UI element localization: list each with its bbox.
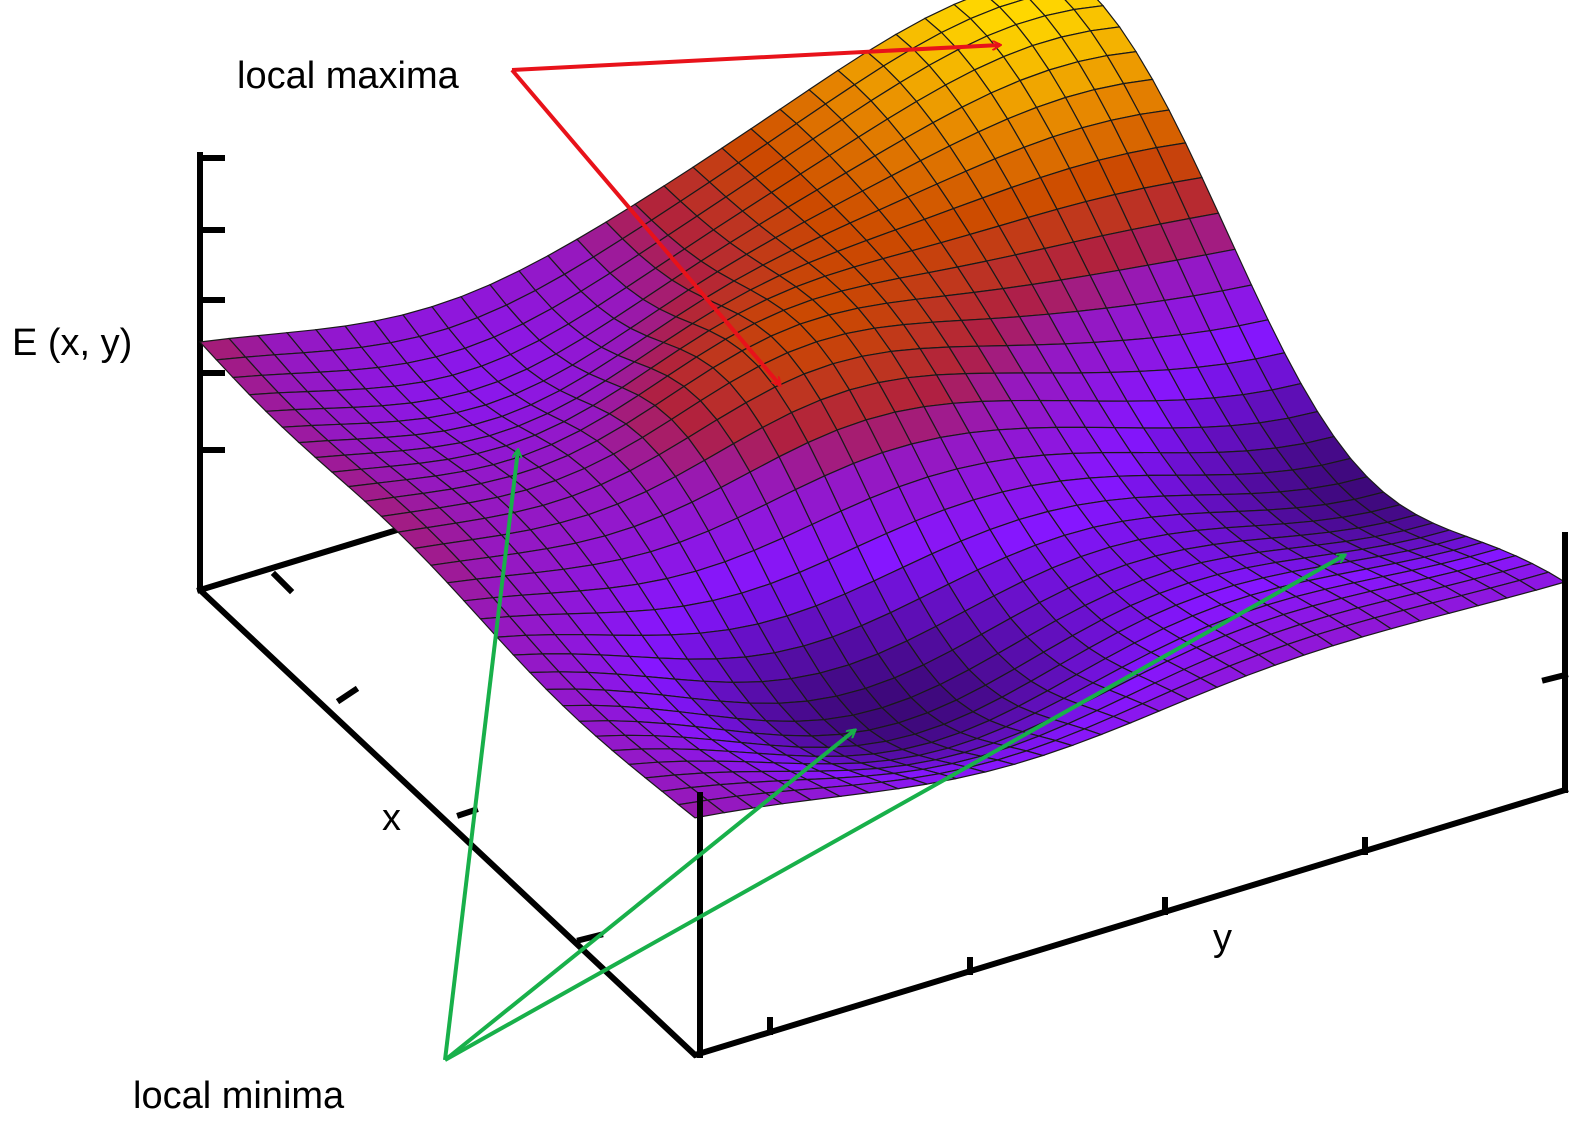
- surface: [198, 0, 1567, 819]
- y-ticks: [767, 837, 1368, 1035]
- y-axis-label: y: [1213, 917, 1232, 959]
- z-ticks: [197, 155, 225, 453]
- front-edges: [697, 532, 1569, 1058]
- maxima-label: local maxima: [237, 55, 460, 97]
- x-ticks: [270, 570, 604, 944]
- minima-arrow: [443, 450, 518, 1061]
- minima-label: local minima: [133, 1075, 345, 1117]
- x-axis-label: x: [382, 797, 401, 839]
- minima-arrow: [443, 730, 855, 1062]
- maxima-arrow: [510, 68, 780, 385]
- right-edge: [1541, 532, 1569, 793]
- z-axis-label: E (x, y): [12, 322, 132, 364]
- minima-arrow: [444, 553, 1345, 1062]
- annotations: [443, 45, 1345, 1062]
- maxima-arrow: [511, 45, 1000, 72]
